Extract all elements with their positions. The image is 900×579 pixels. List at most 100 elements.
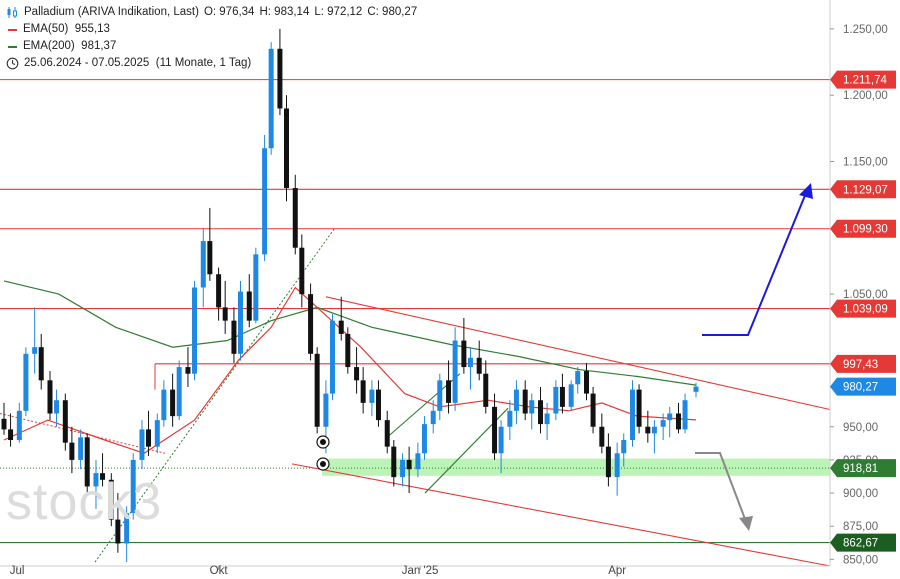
candle-body — [62, 400, 68, 443]
candle — [130, 453, 136, 520]
candle — [23, 347, 29, 417]
candle — [139, 420, 145, 470]
candle — [360, 367, 366, 414]
candle-body — [492, 406, 498, 454]
ema50-swatch — [8, 28, 17, 31]
ohlc-close-label: C: — [367, 6, 379, 18]
support-zone-layer — [0, 458, 830, 476]
candle-body — [354, 367, 360, 381]
ohlc-open-label: O: — [203, 6, 217, 18]
candle-body — [238, 291, 244, 354]
candle-body — [222, 307, 228, 321]
candles-layer — [1, 28, 699, 563]
candle-body — [360, 380, 366, 403]
candle-body — [216, 274, 222, 308]
candle — [384, 410, 390, 454]
candle-body — [568, 384, 574, 407]
legend-ema200-row[interactable]: EMA(200) 981,37 — [6, 38, 417, 55]
ohlc-high-value: 983,14 — [274, 6, 310, 18]
candle-body — [283, 108, 289, 189]
candle — [522, 380, 528, 421]
candle-body — [621, 440, 627, 454]
candle — [1, 402, 7, 435]
candle — [154, 413, 160, 454]
candle-body — [23, 353, 29, 411]
candle — [391, 440, 397, 487]
candle — [84, 433, 90, 494]
candle-body — [430, 410, 436, 425]
candle — [32, 307, 38, 374]
candle-body — [538, 400, 544, 425]
ohlc-open-value: 976,34 — [219, 6, 255, 18]
candle — [161, 380, 167, 427]
clock-icon — [6, 57, 19, 70]
legend-ema50-row[interactable]: EMA(50) 955,13 — [6, 21, 417, 38]
candle — [47, 371, 53, 421]
price-badge-label: 1.039,09 — [843, 304, 888, 316]
y-tick-label: 950,00 — [843, 422, 878, 434]
candle-body — [299, 247, 305, 295]
candle-body — [93, 473, 99, 487]
marker-dot — [320, 439, 326, 445]
candle-body — [544, 413, 550, 425]
x-tick-label: Jul — [10, 565, 25, 577]
candle — [185, 347, 191, 387]
price-badge-shape — [830, 299, 896, 318]
candle-body — [8, 429, 14, 441]
candle-body — [185, 367, 191, 374]
candle-body — [130, 459, 136, 513]
y-tick-label: 1.150,00 — [843, 157, 888, 169]
candle — [124, 506, 130, 563]
price-badge-shape — [830, 180, 896, 199]
candle — [400, 453, 406, 487]
price-axis: 850,00875,00900,00925,00950,001.050,001.… — [829, 0, 888, 566]
support-zone — [322, 458, 830, 476]
candle — [108, 473, 114, 527]
candle — [216, 267, 222, 321]
candle — [483, 360, 489, 414]
price-badge-shape — [830, 459, 896, 478]
candle — [651, 420, 657, 454]
candle — [498, 420, 504, 474]
bearish-scenario-arrow — [695, 452, 746, 520]
candle — [636, 384, 642, 434]
candle-body — [406, 459, 412, 470]
price-badge-label: 1.099,30 — [843, 224, 888, 236]
candle-body — [54, 400, 60, 414]
price-badge-shape — [830, 354, 896, 373]
candle-body — [605, 446, 611, 478]
price-badge-label: 862,67 — [843, 538, 878, 550]
price-badges-layer: 1.211,74 1.129,07 1.099,30 1.039,09 997,43 91… — [830, 70, 896, 552]
candle — [146, 410, 152, 456]
candle-body — [115, 519, 121, 544]
candle — [354, 347, 360, 394]
candle-body — [1, 418, 7, 430]
candle — [645, 410, 651, 443]
chart-legend: Palladium (ARIVA Indikation, Last) O: 97… — [6, 4, 417, 72]
legend-title-row: Palladium (ARIVA Indikation, Last) O: 97… — [6, 4, 417, 21]
candle — [329, 314, 335, 401]
candle — [292, 174, 298, 255]
ema50-line — [3, 286, 697, 454]
annotations-layer — [316, 183, 813, 531]
candle-body — [268, 48, 274, 149]
short-dotted-trend — [0, 413, 166, 454]
candle — [430, 400, 436, 434]
bearish-arrowhead-icon — [739, 516, 753, 531]
candle-body — [421, 424, 427, 454]
candle — [667, 406, 673, 438]
y-tick-label: 1.050,00 — [843, 289, 888, 301]
candle — [262, 134, 268, 261]
candle-body — [645, 426, 651, 434]
candle-body — [660, 420, 666, 427]
ema200-value: 981,37 — [81, 40, 117, 52]
legend-range-row[interactable]: 25.06.2024 - 07.05.2025 (11 Monate, 1 Ta… — [6, 55, 417, 72]
candle — [268, 42, 274, 155]
candle — [253, 247, 259, 324]
level-badge: 1.129,07 — [830, 180, 896, 199]
candle-body — [553, 386, 559, 414]
candle-body — [507, 410, 513, 427]
candle-body — [253, 254, 259, 321]
candle — [529, 393, 535, 430]
